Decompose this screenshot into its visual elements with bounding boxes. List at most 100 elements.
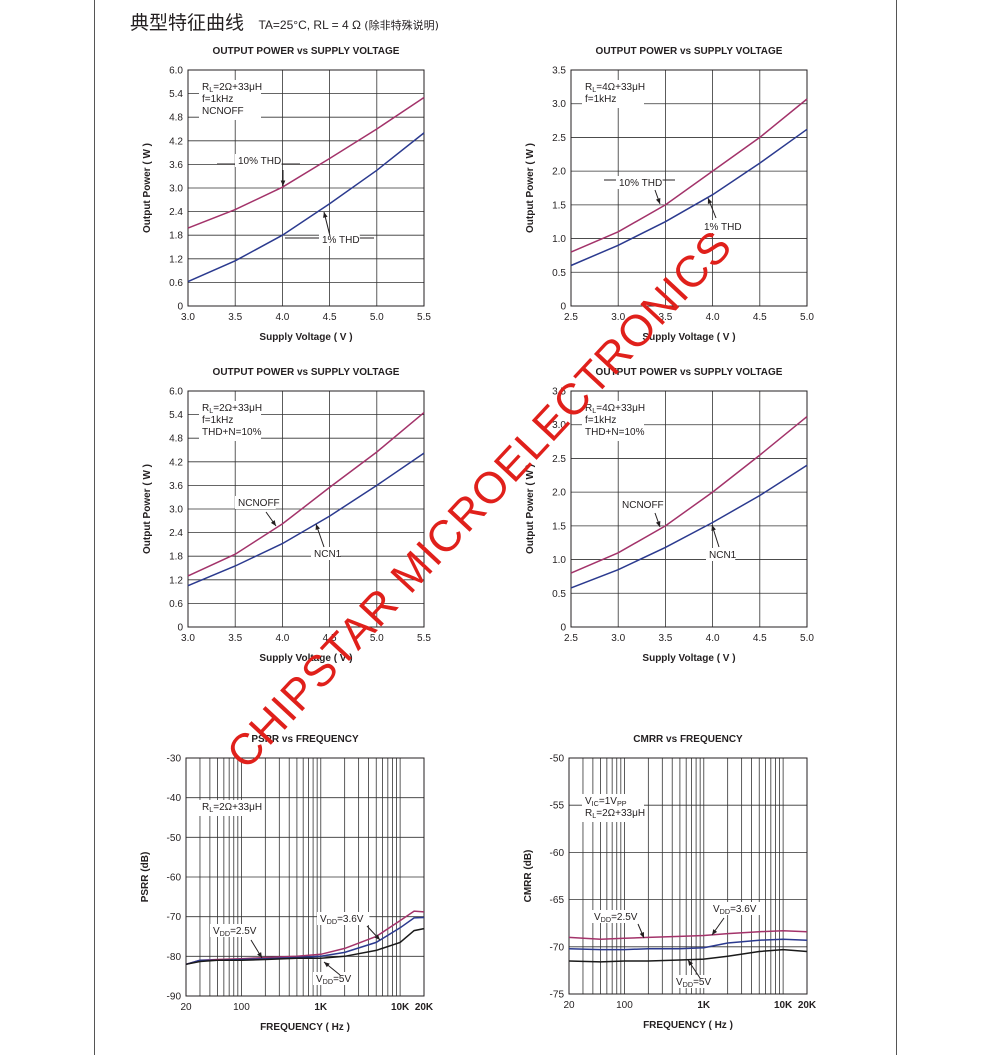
annotation-label: NCN1 (709, 550, 737, 561)
x-axis-label: FREQUENCY ( Hz ) (643, 1020, 733, 1031)
grid (568, 757, 808, 995)
conditions-note: (除非特殊说明) (364, 19, 439, 32)
annotation-label: VDD=5V (316, 974, 351, 986)
y-axis-label: PSRR (dB) (140, 852, 151, 903)
x-tick-label: 5.0 (370, 633, 384, 644)
x-tick-label: 3.0 (181, 633, 195, 644)
annotation: 10% THD (604, 176, 675, 205)
condition-text: f=1kHz (202, 94, 233, 105)
annotation-bg (619, 498, 660, 511)
x-tick-label: 5.5 (417, 312, 431, 323)
y-axis-label: CMRR (dB) (523, 850, 534, 903)
conditions-bg (199, 800, 261, 816)
plot-group: CMRR vs FREQUENCY -75 -70 -65 -60 -55 -50 20 100… (523, 734, 817, 1031)
y-tick-label: 1.5 (552, 521, 566, 532)
annotation-arrowhead (270, 520, 276, 526)
annotation-label: 10% THD (619, 178, 662, 189)
chart-svg: OUTPUT POWER vs SUPPLY VOLTAGE 0 0.6 1.2 1.8… (142, 367, 431, 664)
conditions-bg (582, 794, 644, 822)
annotation: VDD=5V (313, 961, 354, 986)
plot-group: OUTPUT POWER vs SUPPLY VOLTAGE 0 0.6 1.2 1.8… (142, 46, 431, 343)
y-tick-label: -60 (550, 848, 565, 859)
y-tick-label: 1.0 (552, 234, 566, 245)
chart-title: CMRR vs FREQUENCY (633, 734, 743, 745)
annotation-label: VDD=2.5V (213, 926, 257, 938)
y-tick-label: 3.6 (169, 481, 183, 492)
condition-text: RL=4Ω+33μH (585, 82, 645, 94)
x-tick-label: 4.0 (275, 312, 289, 323)
x-tick-label: 3.5 (228, 633, 242, 644)
annotation: VDD=2.5V (591, 910, 645, 939)
annotation-bg (319, 233, 360, 246)
annotation-bg (311, 547, 341, 560)
chart-title: OUTPUT POWER vs SUPPLY VOLTAGE (596, 367, 783, 378)
x-tick-label: 5.0 (370, 312, 384, 323)
y-tick-label: 4.8 (169, 434, 183, 445)
y-tick-label: 2.5 (552, 454, 566, 465)
y-tick-label: -40 (167, 793, 182, 804)
x-tick-label: 3.0 (181, 312, 195, 323)
annotation-arrowhead (655, 198, 661, 204)
chart-title: OUTPUT POWER vs SUPPLY VOLTAGE (213, 46, 400, 57)
annotation-bg (591, 910, 644, 923)
y-tick-label: 2.5 (552, 133, 566, 144)
x-axis-label: Supply Voltage ( V ) (642, 332, 735, 343)
x-axis-label: Supply Voltage ( V ) (259, 332, 352, 343)
plot-border (187, 390, 425, 628)
y-tick-label: 0 (177, 623, 183, 634)
annotation: NCN1 (706, 524, 737, 561)
y-tick-label: 3.5 (552, 66, 566, 77)
x-tick-label: 20K (415, 1002, 434, 1013)
x-tick-label: 10K (391, 1002, 410, 1013)
y-tick-label: 2.0 (552, 167, 566, 178)
chart-cmrr-vs-frequency: CMRR vs FREQUENCY -75 -70 -65 -60 -55 -50 20 100… (513, 728, 827, 1044)
annotation-arrowhead (688, 960, 694, 966)
series-line-vdd-2-5v (568, 938, 808, 951)
x-tick-label: 4.5 (753, 312, 767, 323)
series-line-vdd-3-6v (568, 930, 808, 940)
y-tick-label: 0 (560, 623, 566, 634)
chart-output-power-2ohm-ncn: OUTPUT POWER vs SUPPLY VOLTAGE 0 0.6 1.2 1.8… (130, 361, 444, 677)
plot-group: OUTPUT POWER vs SUPPLY VOLTAGE 0 0.6 1.2 1.8… (142, 367, 431, 664)
x-tick-label: 4.0 (706, 633, 720, 644)
chart-svg: CMRR vs FREQUENCY -75 -70 -65 -60 -55 -50 20 100… (523, 734, 817, 1031)
series-line-ncn1 (570, 464, 808, 589)
y-tick-label: 3.5 (552, 387, 566, 398)
annotation: VDD=2.5V (210, 924, 263, 959)
annotation-arrowhead (639, 932, 644, 938)
y-tick-label: 1.8 (169, 231, 183, 242)
chart-output-power-2ohm-thd: OUTPUT POWER vs SUPPLY VOLTAGE 0 0.6 1.2 1.8… (130, 40, 444, 356)
plot-border (568, 757, 808, 995)
conditions-bg (199, 80, 261, 120)
y-tick-label: 2.4 (169, 528, 183, 539)
annotation-bg (235, 154, 282, 167)
y-tick-label: -65 (550, 895, 565, 906)
x-tick-label: 20K (798, 1000, 817, 1011)
plot-group: OUTPUT POWER vs SUPPLY VOLTAGE 0 0.5 1.0 1.5… (525, 46, 814, 343)
y-tick-label: 0.6 (169, 278, 183, 289)
condition-text: RL=2Ω+33μH (202, 802, 262, 814)
y-tick-label: 5.4 (169, 410, 183, 421)
x-tick-label: 4.0 (275, 633, 289, 644)
annotation-label: VDD=2.5V (594, 912, 638, 924)
x-tick-label: 1K (314, 1002, 328, 1013)
x-tick-label: 20 (563, 1000, 575, 1011)
annotation-arrowhead (323, 212, 328, 218)
chart-svg: OUTPUT POWER vs SUPPLY VOLTAGE 0 0.5 1.0 1.5… (525, 46, 814, 343)
conditions-bg (582, 401, 644, 441)
y-tick-label: 0.5 (552, 268, 566, 279)
annotation-label: 10% THD (238, 156, 281, 167)
annotation: 10% THD (217, 154, 300, 186)
x-tick-label: 4.5 (323, 633, 337, 644)
y-tick-label: -90 (167, 992, 182, 1003)
x-tick-label: 2.5 (564, 312, 578, 323)
annotation: 1% THD (285, 211, 374, 246)
y-tick-label: -80 (167, 952, 182, 963)
x-tick-label: 100 (616, 1000, 633, 1011)
condition-text: f=1kHz (585, 415, 616, 426)
x-tick-label: 3.5 (658, 312, 672, 323)
x-axis-label: FREQUENCY ( Hz ) (260, 1022, 350, 1033)
annotation-arrowhead (655, 521, 661, 527)
condition-text: RL=4Ω+33μH (585, 403, 645, 415)
